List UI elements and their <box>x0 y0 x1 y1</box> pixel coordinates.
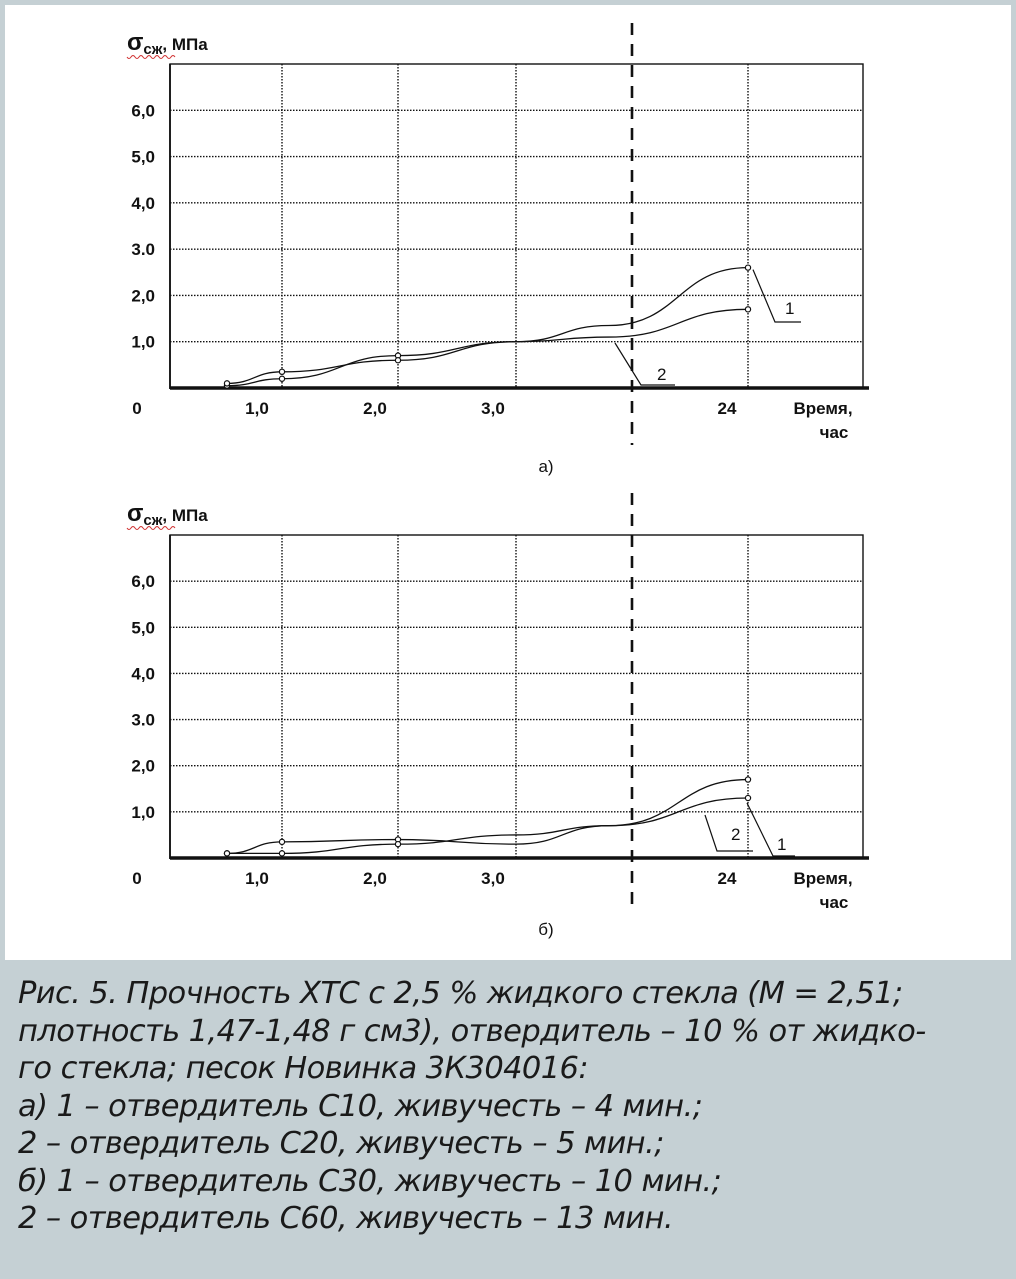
x-tick-label: 1,0 <box>245 869 269 888</box>
y-tick-label: 1,0 <box>131 333 155 352</box>
series-point-1 <box>278 838 286 846</box>
caption-line: плотность 1,47-1,48 г см3), отвердитель … <box>18 1013 926 1049</box>
spellcheck-underline <box>126 55 176 59</box>
caption-line: 2 – отвердитель С20, живучесть – 5 мин.; <box>18 1126 664 1161</box>
caption-line: б) 1 – отвердитель С30, живучесть – 10 м… <box>18 1163 722 1199</box>
y-tick-label: 1,0 <box>131 803 155 822</box>
y-tick-label: 5,0 <box>131 148 155 167</box>
leader-line-2 <box>614 342 675 386</box>
series-point-2 <box>278 368 286 375</box>
panel-label: а) <box>538 457 553 476</box>
caption-line: а) 1 – отвердитель С10, живучесть – 4 ми… <box>18 1088 703 1124</box>
y-tick-label: 5,0 <box>131 618 155 637</box>
x-tick-label: 3,0 <box>481 399 505 418</box>
x-axis-label-unit: час <box>820 423 849 442</box>
y-tick-label: 3.0 <box>131 711 155 730</box>
x-tick-label: 24 <box>718 399 737 418</box>
x-tick-label: 2,0 <box>363 869 387 888</box>
x-axis-label-unit: час <box>820 893 849 912</box>
caption-line: 2 – отвердитель С60, живучесть – 13 мин. <box>18 1201 674 1236</box>
panel-label: б) <box>538 920 553 939</box>
series-label-2: 2 <box>657 365 666 384</box>
series-point-2 <box>744 776 752 783</box>
series-point-1 <box>278 375 286 382</box>
y-axis-label: σсж, МПа <box>127 500 208 529</box>
caption-line: го стекла; песок Новинка 3К304016: <box>18 1051 589 1086</box>
y-tick-label: 2,0 <box>131 286 155 305</box>
figure-panel: 1,0 2,0 3.0 4,0 5,0 6,0 1,0 2,0 3,0 24 0 Время, час σ… <box>5 5 1011 960</box>
y-tick-label: 4,0 <box>131 194 155 213</box>
caption-line: Рис. 5. Прочность ХТС с 2,5 % жидкого ст… <box>18 976 903 1011</box>
x-tick-label: 1,0 <box>245 399 269 418</box>
leader-line-1 <box>746 802 795 857</box>
x-axis-label: Время, <box>793 869 852 888</box>
x-tick-label: 2,0 <box>363 399 387 418</box>
x-tick-label: 3,0 <box>481 869 505 888</box>
x-axis-label: Время, <box>793 399 852 418</box>
series-line-1 <box>226 797 749 855</box>
series-label-1: 1 <box>777 835 786 854</box>
y-axis-label: σсж, МПа <box>127 29 208 58</box>
y-tick-label: 6,0 <box>131 101 155 120</box>
series-point-2 <box>394 357 402 364</box>
series-point-2 <box>223 850 231 857</box>
series-point-1 <box>744 794 752 802</box>
origin-label: 0 <box>132 399 141 418</box>
series-point-2 <box>278 850 286 857</box>
y-tick-label: 4,0 <box>131 664 155 683</box>
origin-label: 0 <box>132 869 141 888</box>
leader-line-2 <box>704 814 753 852</box>
series-point-2 <box>394 840 402 848</box>
figure-svg: 1,0 2,0 3.0 4,0 5,0 6,0 1,0 2,0 3,0 24 0 Время, час σ… <box>126 23 869 939</box>
series-label-1: 1 <box>785 299 794 318</box>
spellcheck-underline <box>126 526 176 530</box>
series-point-2 <box>223 380 231 387</box>
series-line-2 <box>226 308 749 385</box>
leader-line-1 <box>752 269 801 323</box>
series-point-1 <box>744 264 752 271</box>
x-tick-label: 24 <box>718 869 737 888</box>
series-line-1 <box>226 267 749 387</box>
series-point-2 <box>744 306 752 313</box>
y-tick-label: 6,0 <box>131 572 155 591</box>
y-tick-label: 3.0 <box>131 240 155 259</box>
series-label-2: 2 <box>731 825 740 844</box>
y-tick-label: 2,0 <box>131 757 155 776</box>
figure-caption: Рис. 5. Прочность ХТС с 2,5 % жидкого ст… <box>18 975 1003 1238</box>
